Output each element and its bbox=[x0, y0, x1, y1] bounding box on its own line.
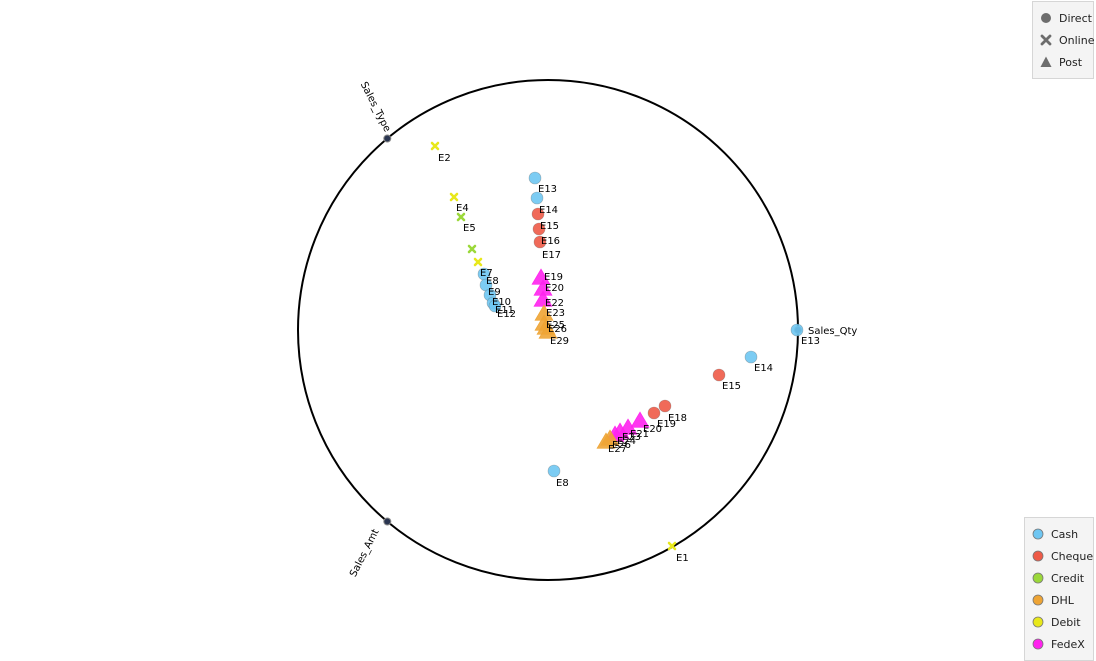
color-legend-item: Debit bbox=[1025, 611, 1093, 633]
point-label: E23 bbox=[546, 308, 565, 319]
points-layer bbox=[430, 141, 804, 551]
point-label: E19 bbox=[657, 419, 676, 430]
color-legend-item: Cheque bbox=[1025, 545, 1093, 567]
point-label: E19 bbox=[544, 272, 563, 283]
legend-label: Cash bbox=[1051, 527, 1079, 541]
point-label: E11 bbox=[495, 305, 514, 316]
point-label: E25 bbox=[546, 320, 565, 331]
point-label: E2 bbox=[438, 153, 451, 164]
point-label: E7 bbox=[480, 268, 493, 279]
point-label: E26 bbox=[548, 324, 567, 335]
point-label: E24 bbox=[617, 436, 636, 447]
color-legend-item: DHL bbox=[1025, 589, 1093, 611]
shape-legend: Direct Online Post bbox=[1032, 1, 1094, 79]
point-label: E16 bbox=[541, 236, 560, 247]
point-label: E23 bbox=[622, 432, 641, 443]
data-point bbox=[467, 244, 477, 254]
point-label: E12 bbox=[497, 309, 516, 320]
anchor-dot bbox=[383, 517, 392, 526]
color-legend-item: FedeX bbox=[1025, 633, 1093, 655]
color-legend: Cash Cheque Credit DHL Debit FedeX bbox=[1024, 517, 1094, 661]
anchor-label: Sales_Type bbox=[358, 80, 393, 134]
data-point bbox=[473, 257, 483, 267]
point-label: E21 bbox=[630, 429, 649, 440]
point-label: E8 bbox=[486, 276, 499, 287]
color-legend-item: Credit bbox=[1025, 567, 1093, 589]
data-point bbox=[533, 235, 547, 249]
legend-label: Online bbox=[1059, 33, 1095, 47]
legend-label: Debit bbox=[1051, 615, 1081, 629]
shape-legend-item: Direct bbox=[1033, 7, 1093, 29]
color-swatch-icon bbox=[1031, 571, 1045, 585]
point-label: E27 bbox=[608, 444, 627, 455]
data-point bbox=[538, 322, 558, 339]
data-point bbox=[530, 191, 544, 205]
data-point bbox=[658, 399, 672, 413]
data-point bbox=[790, 323, 804, 337]
data-point bbox=[528, 171, 542, 185]
data-point bbox=[647, 406, 661, 420]
circle-icon bbox=[1039, 11, 1053, 25]
color-swatch-icon bbox=[1031, 637, 1045, 651]
point-label: E4 bbox=[456, 203, 469, 214]
point-label: E18 bbox=[668, 413, 687, 424]
data-point bbox=[547, 464, 561, 478]
point-label: E15 bbox=[722, 381, 741, 392]
point-label: E29 bbox=[550, 336, 569, 347]
color-swatch-icon bbox=[1031, 527, 1045, 541]
point-label: E1 bbox=[676, 553, 689, 564]
data-point bbox=[430, 141, 440, 151]
data-point bbox=[596, 432, 616, 449]
legend-label: FedeX bbox=[1051, 637, 1085, 651]
point-label: E9 bbox=[488, 287, 501, 298]
point-label: E26 bbox=[612, 440, 631, 451]
data-point bbox=[667, 541, 677, 551]
shape-legend-item: Online bbox=[1033, 29, 1095, 51]
point-label: E8 bbox=[556, 478, 569, 489]
data-point bbox=[488, 299, 502, 313]
point-label: E14 bbox=[539, 205, 558, 216]
point-label: E13 bbox=[538, 184, 557, 195]
point-labels-layer: E2E4E5E7E8E9E10E11E12E13E14E15E16E17E19E… bbox=[438, 153, 820, 564]
data-point bbox=[531, 207, 545, 221]
legend-label: Cheque bbox=[1051, 549, 1094, 563]
point-label: E5 bbox=[463, 223, 476, 234]
point-label: E14 bbox=[754, 363, 773, 374]
point-label: E20 bbox=[545, 283, 564, 294]
color-swatch-icon bbox=[1031, 615, 1045, 629]
data-point bbox=[532, 222, 546, 236]
data-point bbox=[456, 212, 466, 222]
shape-legend-item: Post bbox=[1033, 51, 1093, 73]
color-swatch-icon bbox=[1031, 593, 1045, 607]
anchor-label: Sales_Qty bbox=[808, 326, 857, 337]
legend-label: Post bbox=[1059, 55, 1083, 69]
legend-label: DHL bbox=[1051, 593, 1074, 607]
data-point bbox=[630, 411, 650, 428]
legend-label: Credit bbox=[1051, 571, 1085, 585]
anchor-label: Sales_Amt bbox=[348, 527, 381, 579]
data-point bbox=[712, 368, 726, 382]
legend-label: Direct bbox=[1059, 11, 1092, 25]
point-label: E17 bbox=[542, 250, 561, 261]
point-label: E15 bbox=[540, 221, 559, 232]
point-label: E10 bbox=[492, 297, 511, 308]
data-point bbox=[744, 350, 758, 364]
point-label: E22 bbox=[545, 298, 564, 309]
anchor-layer: Sales_Type Sales_Qty Sales_Amt bbox=[348, 80, 857, 579]
color-legend-item: Cash bbox=[1025, 523, 1093, 545]
data-point bbox=[449, 192, 459, 202]
point-label: E13 bbox=[801, 336, 820, 347]
color-swatch-icon bbox=[1031, 549, 1045, 563]
anchor-dot bbox=[383, 134, 392, 143]
cross-icon bbox=[1039, 33, 1053, 47]
triangle-icon bbox=[1039, 55, 1053, 69]
point-label: E20 bbox=[643, 424, 662, 435]
